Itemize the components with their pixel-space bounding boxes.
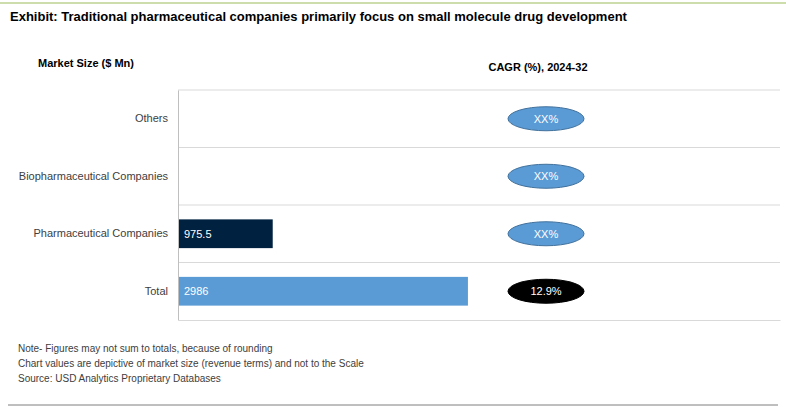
cagr-title: CAGR (%), 2024-32	[488, 61, 587, 73]
y-tick-label: Biopharmaceutical Companies	[19, 170, 169, 182]
data-label: 2986	[184, 285, 208, 297]
cagr-column: XX% XX% XX% 12.9%	[508, 107, 584, 304]
y-tick: Others	[135, 112, 178, 124]
y-tick-label: Total	[145, 285, 168, 297]
y-axis: Others Biopharmaceutical Companies Pharmac…	[19, 91, 179, 321]
note: Chart values are depictive of market siz…	[18, 358, 364, 369]
title: Exhibit: Traditional pharmaceutical comp…	[10, 9, 628, 24]
x-axis	[179, 320, 781, 321]
cagr-label: XX%	[534, 170, 559, 182]
cagr-oval	[508, 279, 584, 303]
y-axis-line	[178, 91, 179, 321]
data-label: 975.5	[184, 228, 212, 240]
note: Note- Figures may not sum to totals, bec…	[18, 343, 273, 354]
row-separator	[178, 90, 780, 91]
axis-title: Market Size ($ Mn)	[38, 57, 134, 69]
row-separators	[178, 90, 780, 263]
y-tick-label: Others	[135, 112, 169, 124]
note: Source: USD Analytics Proprietary Databa…	[18, 373, 221, 384]
x-axis-line	[179, 320, 781, 321]
y-tick: Total	[145, 285, 178, 297]
cagr-label: XX%	[534, 113, 559, 125]
notes: Note- Figures may not sum to totals, bec…	[18, 343, 364, 384]
bars	[178, 219, 468, 305]
cagr-label: 12.9%	[530, 285, 561, 297]
bar	[178, 219, 273, 248]
row-separator	[178, 147, 780, 148]
chart: Exhibit: Traditional pharmaceutical comp…	[0, 0, 786, 414]
row-separator	[178, 262, 780, 263]
y-tick-label: Pharmaceutical Companies	[33, 227, 168, 239]
y-tick: Biopharmaceutical Companies	[19, 170, 178, 182]
top-rule	[0, 3, 786, 4]
row-separator	[178, 205, 780, 206]
bottom-rule	[8, 405, 778, 406]
cagr-oval	[508, 107, 584, 131]
y-tick: Pharmaceutical Companies	[33, 227, 178, 239]
bar	[178, 277, 468, 306]
cagr-label: XX%	[534, 228, 559, 240]
data-labels: 975.5 2986	[184, 228, 212, 298]
cagr-oval	[508, 222, 584, 246]
cagr-oval	[508, 164, 584, 188]
